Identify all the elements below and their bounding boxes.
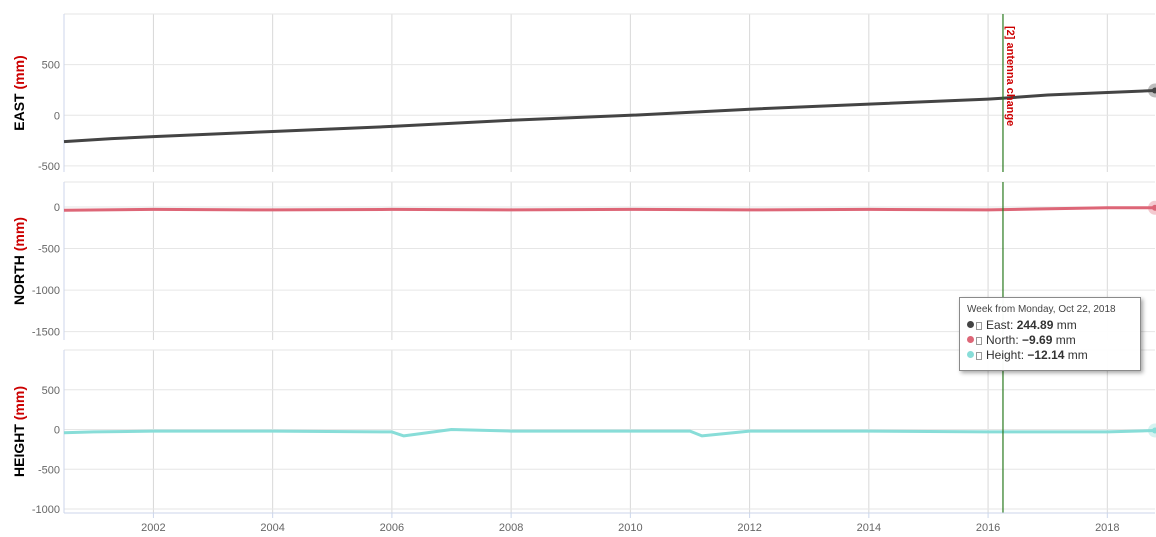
north-box-icon [976, 337, 982, 345]
height-dot-icon [967, 351, 974, 358]
east-axis-title: EAST (mm) [11, 55, 27, 130]
x-tick-label: 2004 [260, 522, 284, 534]
north-series-line [63, 206, 1155, 212]
east-series-line [63, 89, 1156, 144]
north-axis-title: NORTH (mm) [11, 217, 27, 305]
height-axis-title-unit: (mm) [11, 386, 27, 420]
north-ytick-label: -1500 [32, 327, 60, 339]
tooltip-east-label: East: [986, 318, 1014, 332]
north-ytick-label: -1000 [32, 285, 60, 297]
east-ytick-label: -500 [38, 161, 60, 173]
east-axis-title-unit: (mm) [11, 55, 27, 89]
tooltip-row-east: East: 244.89 mm [967, 318, 1133, 333]
x-tick-label: 2018 [1095, 522, 1119, 534]
x-tick-label: 2014 [857, 522, 881, 534]
height-hover-point [1152, 427, 1156, 434]
east-hover-point [1152, 87, 1156, 94]
east-dot-icon [967, 321, 974, 328]
x-tick-label: 2010 [618, 522, 642, 534]
tooltip-north-label: North: [986, 333, 1019, 347]
east-axis-title-text: EAST [11, 90, 27, 131]
height-ytick-label: 500 [42, 385, 60, 397]
tooltip-east-unit: mm [1056, 318, 1077, 332]
east-ytick-label: 500 [42, 60, 60, 72]
event-label: [2] antenna change [1004, 26, 1016, 126]
east-panel: 500 0 -500 EAST (mm) [11, 13, 1156, 173]
height-panel: 500 0 -500 -1000 HEIGHT (mm) [11, 349, 1156, 516]
height-box-icon [976, 352, 982, 360]
north-dot-icon [967, 336, 974, 343]
height-axis-title: HEIGHT (mm) [11, 386, 27, 477]
tooltip-height-label: Height: [986, 348, 1025, 362]
hover-tooltip: Week from Monday, Oct 22, 2018 East: 244… [959, 297, 1141, 371]
height-ytick-label: -1000 [32, 504, 60, 516]
tooltip-header: Week from Monday, Oct 22, 2018 [967, 304, 1116, 315]
tooltip-north-value: −9.69 [1022, 333, 1053, 347]
tooltip-height-value: −12.14 [1027, 348, 1065, 362]
height-ytick-label: -500 [38, 464, 60, 476]
height-series-line [63, 428, 1156, 438]
north-ytick-label: 0 [54, 202, 60, 214]
height-ytick-label: 0 [54, 425, 60, 437]
north-hover-point [1152, 204, 1156, 211]
tooltip-north-unit: mm [1055, 333, 1076, 347]
north-panel: 0 -500 -1000 -1500 NORTH (mm) [11, 181, 1156, 340]
tooltip-height-unit: mm [1067, 348, 1088, 362]
tooltip-east-value: 244.89 [1016, 318, 1054, 332]
tooltip-row-north: North: −9.69 mm [967, 333, 1133, 348]
north-ytick-label: -500 [38, 244, 60, 256]
tooltip-row-height: Height: −12.14 mm [967, 348, 1133, 363]
east-ytick-label: 0 [54, 110, 60, 122]
x-tick-label: 2012 [737, 522, 761, 534]
north-axis-title-unit: (mm) [11, 217, 27, 251]
x-tick-label: 2002 [141, 522, 165, 534]
north-axis-title-text: NORTH [11, 251, 27, 305]
x-tick-label: 2016 [976, 522, 1000, 534]
x-tick-label: 2008 [499, 522, 523, 534]
height-axis-title-text: HEIGHT [11, 420, 27, 477]
x-tick-label: 2006 [380, 522, 404, 534]
east-box-icon [976, 322, 982, 330]
